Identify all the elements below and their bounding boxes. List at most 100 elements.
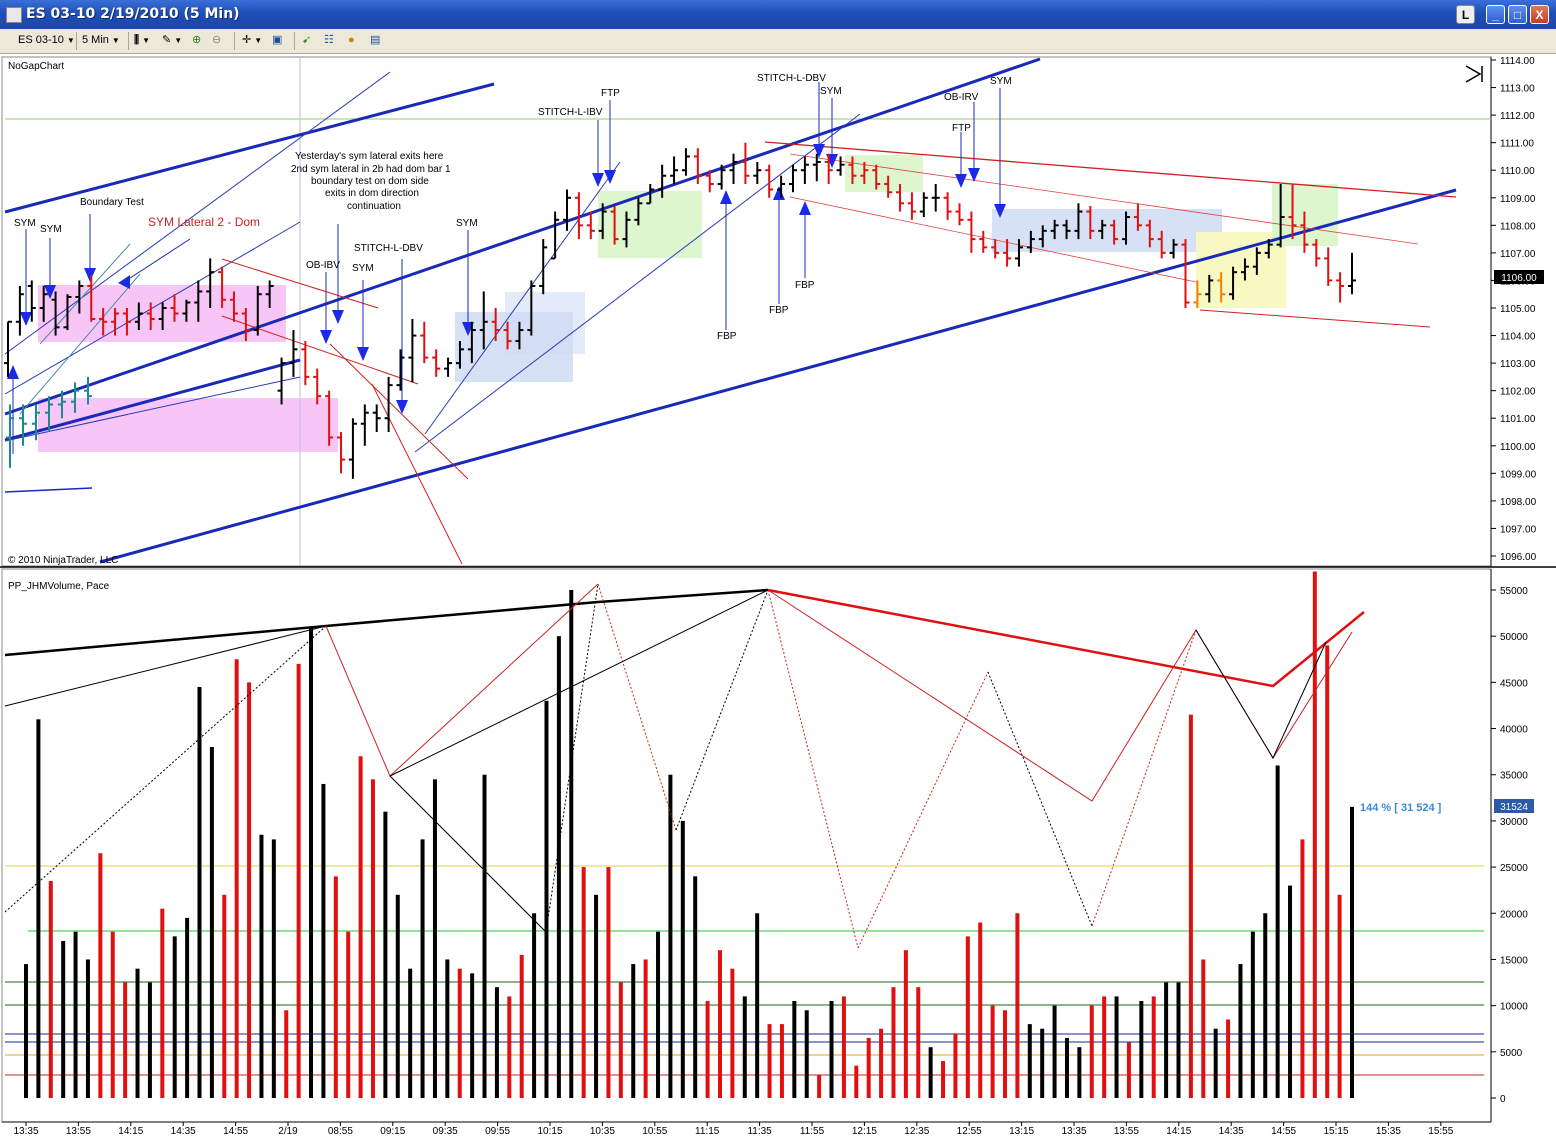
price-bar [622, 211, 631, 248]
interval-selector[interactable]: 5 Min ▼ [82, 34, 120, 46]
chart-canvas[interactable]: 1114.00 1113.00 1112.00 1111.00 1110.00 1109.… [0, 54, 1556, 1143]
time-axis-tick: 10:15 [537, 1126, 562, 1137]
pace-readout: 144 % [ 31 524 ] [1360, 802, 1442, 814]
chart-trader-icon[interactable]: ☷ [324, 34, 334, 46]
time-axis-tick: 13:15 [1009, 1126, 1034, 1137]
volume-bar [594, 894, 599, 1098]
price-bar [206, 258, 215, 308]
volume-bar [1052, 1005, 1057, 1098]
price-bar [1169, 239, 1178, 259]
price-bar [384, 376, 393, 432]
volume-bar [866, 1037, 871, 1098]
volume-bar [990, 1005, 995, 1098]
zoom-in-icon[interactable]: ⊕ [192, 34, 202, 46]
price-bar [4, 320, 12, 377]
price-bar [848, 156, 857, 184]
instrument-selector[interactable]: ES 03-10 ▼ [18, 34, 75, 46]
data-box-icon[interactable]: ▤ [370, 34, 381, 46]
strategy-icon[interactable]: ➹ [302, 34, 312, 46]
minimize-button[interactable]: _ [1486, 5, 1505, 24]
price-bar [812, 153, 821, 182]
volume-bar [494, 987, 499, 1098]
price-bar [943, 192, 952, 220]
volume-bar [804, 1010, 809, 1098]
volume-axis-tick: 0 [1500, 1094, 1506, 1105]
price-axis-tick: 1105.00 [1500, 304, 1536, 315]
volume-bar [581, 867, 586, 1098]
price-axis-tick: 1104.00 [1500, 332, 1536, 343]
annotation-label: FBP [769, 305, 789, 316]
time-axis-tick: 11:15 [695, 1126, 720, 1137]
volume-bar [470, 973, 475, 1098]
price-bar [241, 308, 250, 342]
properties-icon[interactable]: ▣ [272, 34, 283, 46]
volume-panel-label: PP_JHMVolume, Pace [8, 581, 110, 592]
price-bar [1300, 211, 1309, 253]
price-bar [1264, 239, 1273, 259]
price-bar [705, 170, 714, 193]
scroll-end-icon[interactable] [1463, 64, 1485, 83]
volume-bar [408, 968, 413, 1098]
volume-bar [321, 783, 326, 1098]
volume-axis-tick: 35000 [1500, 771, 1528, 782]
volume-bar [1325, 645, 1330, 1098]
volume-bar [1250, 931, 1255, 1098]
price-axis-tick: 1103.00 [1500, 359, 1536, 370]
volume-bar [110, 931, 115, 1098]
annotations: SYM SYM Boundary Test SYM Lateral 2 - Dom Ye… [14, 73, 1012, 342]
price-bar [907, 192, 916, 220]
price-bar [777, 175, 786, 198]
price-bar [896, 184, 905, 212]
pencil-icon[interactable]: ✎ ▼ [162, 34, 183, 46]
money-icon[interactable]: ● [348, 34, 355, 46]
price-bars [4, 142, 1356, 479]
svg-text:1106.00: 1106.00 [1501, 273, 1537, 284]
time-axis-tick: 14:35 [1219, 1126, 1244, 1137]
lateral-box [845, 155, 923, 192]
volume-bar [916, 987, 921, 1098]
price-bar [1193, 280, 1202, 308]
price-bar [788, 164, 797, 193]
crosshair-icon[interactable]: ✛ ▼ [242, 34, 263, 46]
price-bar [1133, 203, 1142, 231]
price-bar [1110, 219, 1119, 245]
price-bar [134, 302, 143, 331]
time-axis-tick: 14:15 [1166, 1126, 1191, 1137]
volume-bar [1188, 714, 1193, 1098]
volume-bar [1064, 1037, 1069, 1098]
price-bar [58, 390, 66, 419]
time-axis-tick: 13:55 [66, 1126, 91, 1137]
price-bar [84, 376, 92, 405]
chart-toolbar: ES 03-10 ▼ 5 Min ▼ ⫼ ▼ ✎ ▼ ⊕ ⊖ ✛ ▼ ▣ ➹ ☷ ● ▤ [0, 29, 1556, 54]
volume-bar [519, 954, 524, 1098]
volume-bar [569, 590, 574, 1098]
close-button[interactable]: X [1530, 5, 1549, 24]
price-bar [1324, 247, 1333, 286]
price-bar [111, 308, 120, 336]
price-bar [955, 203, 964, 226]
copyright-label: © 2010 NinjaTrader, LLC [8, 555, 118, 566]
bars-icon[interactable]: ⫼ ▼ [134, 34, 150, 46]
volume-bar [445, 959, 450, 1098]
price-axis-tick: 1097.00 [1500, 524, 1537, 535]
price-bar [515, 321, 524, 350]
time-axis-tick: 14:35 [171, 1126, 196, 1137]
zoom-out-icon[interactable]: ⊖ [212, 34, 222, 46]
volume-bar [395, 894, 400, 1098]
volume-bar [420, 839, 425, 1098]
title-bar: ES 03-10 2/19/2010 (5 Min) L _ □ X [0, 0, 1556, 29]
annotation-label: FBP [717, 331, 737, 342]
volume-bar [1164, 982, 1169, 1098]
maximize-button[interactable]: □ [1508, 5, 1527, 24]
volume-bar [941, 1061, 946, 1098]
price-bar [229, 291, 238, 322]
price-bar [563, 189, 572, 231]
volume-bar [854, 1065, 859, 1098]
price-bar [586, 211, 595, 240]
price-bar [824, 153, 833, 184]
annotation-label: OB-IBV [306, 260, 340, 271]
lateral-box [505, 292, 585, 354]
link-button[interactable]: L [1456, 5, 1475, 24]
annotation-label: STITCH-L-DBV [757, 73, 826, 84]
volume-bar [1337, 894, 1342, 1098]
